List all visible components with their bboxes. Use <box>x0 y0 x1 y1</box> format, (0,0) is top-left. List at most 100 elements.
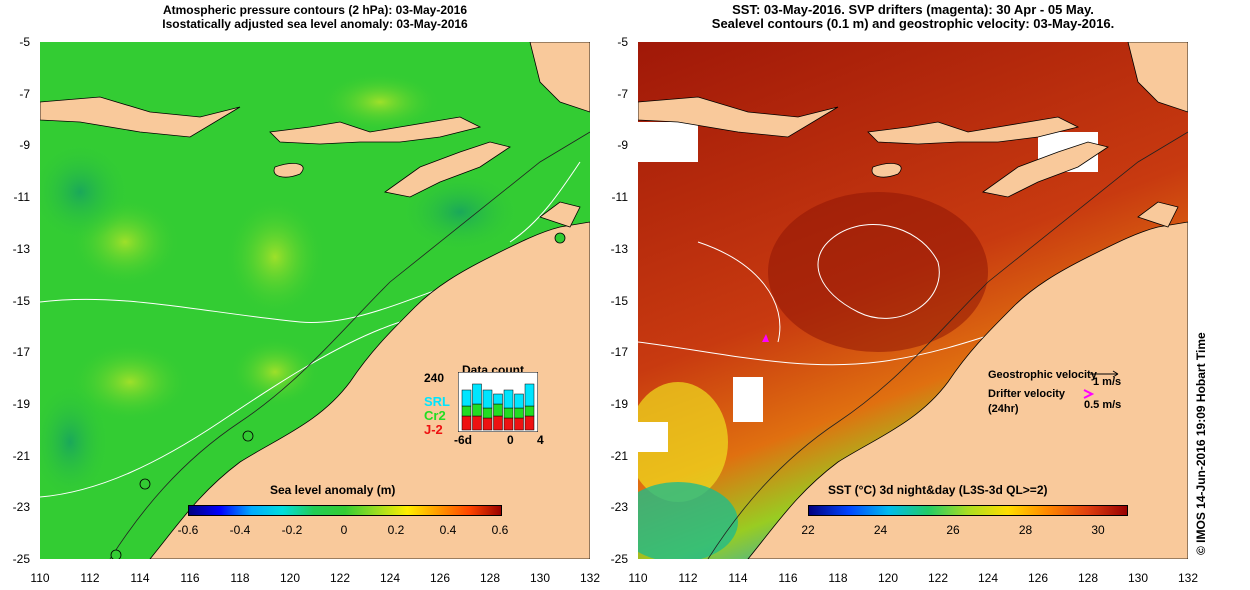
y-tick-label: -23 <box>12 500 30 515</box>
x-tick-label: 118 <box>230 571 250 585</box>
colorbar-tick-label: 26 <box>946 523 960 537</box>
data-count-xtick-start: -6d <box>454 433 472 447</box>
colorbar-tick-label: 24 <box>873 523 888 537</box>
data-count-bar <box>514 407 524 419</box>
y-tick-label: -15 <box>12 293 30 308</box>
y-tick-label: -13 <box>610 241 628 256</box>
y-tick-label: -19 <box>610 396 628 411</box>
colorbar-tick-label: -0.6 <box>177 523 199 537</box>
geo-velocity-label: Geostrophic velocity <box>988 369 1097 381</box>
sst-map-svg <box>638 42 1188 559</box>
data-count-bar <box>493 403 503 417</box>
data-count-bar <box>472 403 482 417</box>
drifter-velocity-label: Drifter velocity <box>988 388 1066 400</box>
x-tick-label: 120 <box>877 571 899 585</box>
x-tick-label: 122 <box>927 571 949 585</box>
left-title-line1: Atmospheric pressure contours (2 hPa): 0… <box>162 3 468 17</box>
x-tick-label: 116 <box>778 571 798 585</box>
colorbar-tick-label: 0.4 <box>439 523 457 537</box>
x-tick-label: 132 <box>579 571 601 585</box>
series-label-srl: SRL <box>424 394 450 409</box>
sla-colorbar-title: Sea level anomaly (m) <box>270 483 396 497</box>
colorbar-tick-label: 30 <box>1091 523 1105 537</box>
data-count-bar <box>461 389 472 407</box>
right-title-line1: SST: 03-May-2016. SVP drifters (magenta)… <box>732 2 1094 17</box>
sst-land-timor <box>982 141 1109 198</box>
colorbar-tick-label: 0.6 <box>491 523 509 537</box>
colorbar-tick-label: 0.2 <box>387 523 405 537</box>
y-tick-label: -13 <box>12 241 30 256</box>
data-count-bar <box>472 383 482 405</box>
x-tick-label: 116 <box>180 571 200 585</box>
data-count-bar <box>482 389 493 409</box>
data-count-bar <box>503 389 514 409</box>
tide-gauge-marker <box>139 478 151 490</box>
y-tick-label: -9 <box>19 138 30 153</box>
data-count-bar <box>461 405 472 417</box>
sla-land-java <box>40 96 241 138</box>
data-count-bar <box>514 417 524 431</box>
series-label-cr2: Cr2 <box>424 408 446 423</box>
left-title-line2: Isostatically adjusted sea level anomaly… <box>162 17 468 31</box>
y-tick-label: -23 <box>610 500 628 515</box>
y-tick-label: -19 <box>12 396 30 411</box>
data-count-bar <box>461 415 472 431</box>
y-tick-label: -15 <box>610 293 628 308</box>
colorbar-tick-label: -0.4 <box>229 523 251 537</box>
data-count-bar <box>482 407 493 419</box>
y-tick-label: -17 <box>610 345 628 360</box>
data-count-xtick-zero: 0 <box>507 433 514 447</box>
y-tick-label: -11 <box>611 190 628 205</box>
sst-land-java <box>638 96 839 138</box>
right-title-line2: Sealevel contours (0.1 m) and geostrophi… <box>711 16 1115 31</box>
sla-map-svg <box>40 42 590 559</box>
y-tick-label: -25 <box>610 552 628 566</box>
data-count-bar <box>503 407 514 419</box>
x-tick-label: 124 <box>379 571 401 585</box>
colorbar-tick-label: 22 <box>801 523 815 537</box>
sla-colorbar <box>188 505 502 516</box>
x-tick-label: 114 <box>728 571 748 585</box>
y-tick-label: -11 <box>13 190 30 205</box>
x-tick-label: 112 <box>80 571 100 585</box>
tide-gauge-marker <box>110 549 122 559</box>
sla-land-timor <box>384 141 511 198</box>
y-tick-label: -5 <box>19 35 30 49</box>
data-count-bar <box>524 383 535 407</box>
y-tick-label: -7 <box>617 86 628 101</box>
data-count-bar <box>482 417 493 431</box>
data-count-bar <box>493 415 503 431</box>
sla-map: Sea level anomaly (m) -0.6 -0.4 -0.2 0 0.2 0.… <box>40 42 590 559</box>
x-tick-label: 130 <box>529 571 551 585</box>
data-count-bar <box>514 393 524 409</box>
x-tick-label: 128 <box>479 571 501 585</box>
y-tick-label: -21 <box>610 448 628 463</box>
sst-colorbar-title: SST (°C) 3d night&day (L3S-3d QL>=2) <box>828 483 1048 497</box>
drifter-velocity-scale: 0.5 m/s <box>1084 399 1122 411</box>
x-tick-label: 126 <box>429 571 451 585</box>
y-tick-label: -17 <box>12 345 30 360</box>
data-count-ymax: 240 <box>424 371 445 385</box>
sst-colorbar <box>808 505 1128 516</box>
sla-land-lesser-sunda <box>269 116 482 145</box>
sst-map: Geostrophic velocity 1 m/s Drifter veloc… <box>638 42 1188 559</box>
drifter-velocity-arrow <box>1083 389 1095 399</box>
x-tick-label: 110 <box>628 571 648 585</box>
sla-land-sumba <box>273 163 304 178</box>
sst-land-lesser-sunda <box>867 116 1080 145</box>
sst-land-australia <box>747 221 1188 559</box>
credit-text: © IMOS 14-Jun-2016 19:09 Hobart Time <box>1194 332 1208 555</box>
y-tick-label: -9 <box>617 138 628 153</box>
drifter-velocity-sub: (24hr) <box>988 403 1019 415</box>
geo-velocity-scale: 1 m/s <box>1093 376 1122 388</box>
y-tick-label: -7 <box>19 86 30 101</box>
data-count-bar <box>472 415 482 431</box>
colorbar-tick-label: -0.2 <box>281 523 303 537</box>
data-count-chart <box>458 372 538 432</box>
x-tick-label: 120 <box>279 571 301 585</box>
series-label-j2: J-2 <box>424 422 443 437</box>
x-tick-label: 130 <box>1127 571 1149 585</box>
x-tick-label: 112 <box>678 571 698 585</box>
data-count-bar <box>524 405 535 417</box>
x-tick-label: 132 <box>1177 571 1199 585</box>
